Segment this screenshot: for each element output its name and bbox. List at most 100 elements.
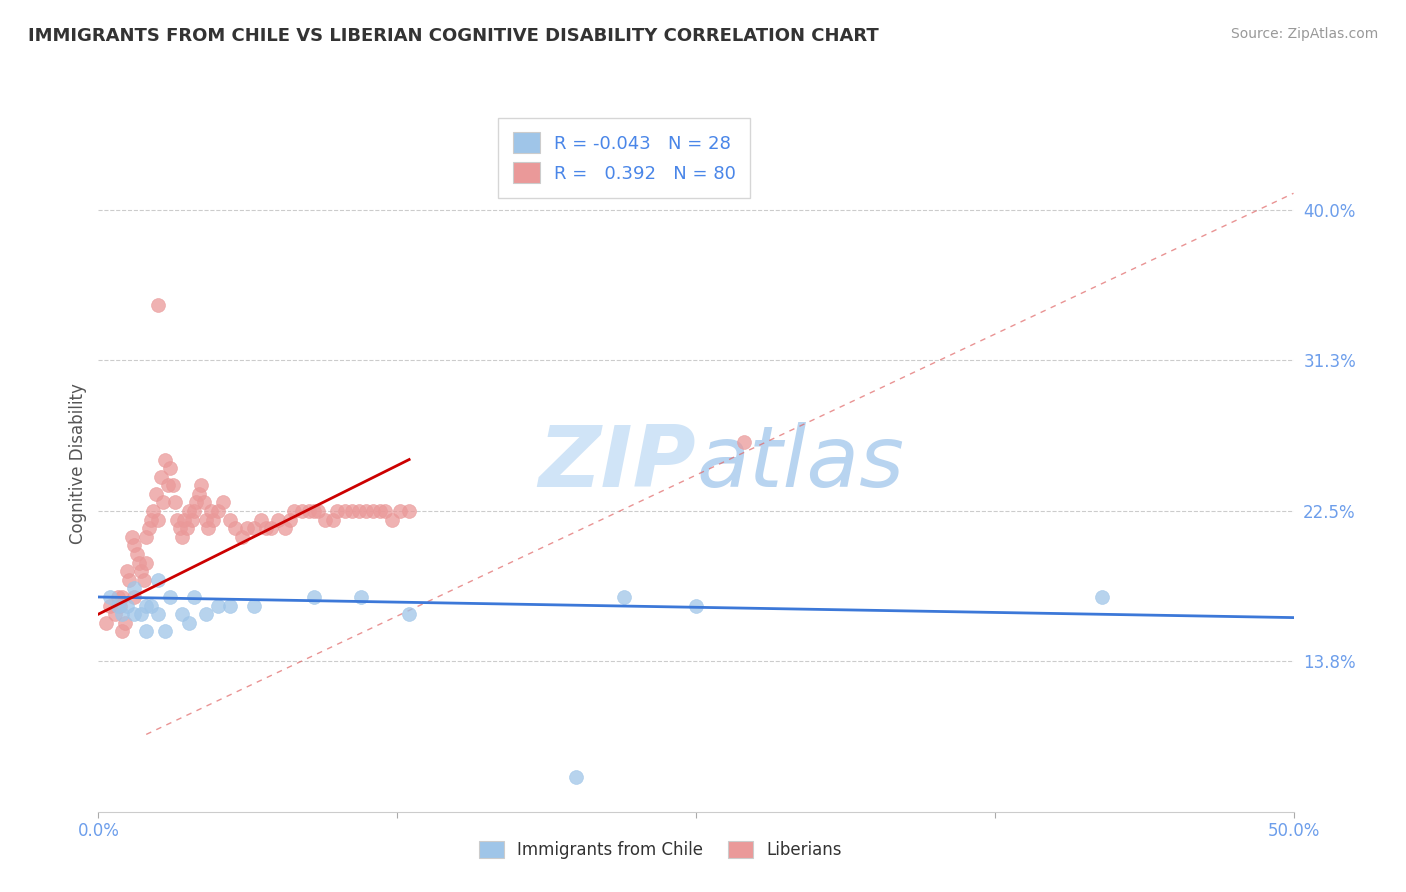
Point: [124, 582, 146, 596]
Point: [307, 504, 329, 518]
Point: [125, 547, 148, 561]
Point: [108, 599, 131, 613]
Point: [118, 573, 141, 587]
Text: ZIP: ZIP: [538, 422, 696, 506]
Point: [149, 469, 172, 483]
Point: [274, 521, 297, 535]
Point: [207, 504, 229, 518]
Text: atlas: atlas: [696, 422, 904, 506]
Point: [326, 504, 349, 518]
Point: [302, 590, 325, 604]
Point: [152, 495, 174, 509]
Point: [135, 624, 157, 639]
Point: [333, 504, 356, 518]
Point: [172, 530, 194, 544]
Point: [159, 461, 181, 475]
Point: [98, 599, 122, 613]
Point: [180, 513, 202, 527]
Point: [124, 590, 146, 604]
Point: [298, 504, 321, 518]
Point: [135, 556, 157, 570]
Text: IMMIGRANTS FROM CHILE VS LIBERIAN COGNITIVE DISABILITY CORRELATION CHART: IMMIGRANTS FROM CHILE VS LIBERIAN COGNIT…: [28, 27, 879, 45]
Point: [107, 599, 129, 613]
Point: [139, 599, 162, 613]
Point: [347, 504, 370, 518]
Point: [219, 599, 242, 613]
Point: [187, 487, 209, 501]
Y-axis label: Cognitive Disability: Cognitive Disability: [69, 384, 87, 544]
Point: [381, 513, 404, 527]
Point: [1091, 590, 1114, 604]
Point: [145, 487, 167, 501]
Point: [121, 530, 143, 544]
Point: [235, 521, 257, 535]
Point: [148, 573, 170, 587]
Point: [291, 504, 314, 518]
Point: [138, 521, 160, 535]
Point: [243, 521, 266, 535]
Point: [565, 770, 588, 784]
Point: [243, 599, 266, 613]
Point: [115, 599, 138, 613]
Point: [340, 504, 363, 518]
Point: [315, 513, 337, 527]
Point: [398, 504, 420, 518]
Point: [131, 564, 153, 578]
Point: [172, 607, 194, 622]
Point: [194, 607, 218, 622]
Point: [98, 590, 122, 604]
Point: [104, 607, 127, 622]
Point: [370, 504, 392, 518]
Point: [398, 607, 420, 622]
Point: [124, 607, 146, 622]
Point: [278, 513, 301, 527]
Point: [111, 607, 134, 622]
Point: [685, 599, 707, 613]
Point: [179, 504, 201, 518]
Point: [135, 599, 157, 613]
Point: [94, 615, 117, 630]
Point: [148, 298, 170, 312]
Point: [148, 513, 170, 527]
Point: [207, 599, 229, 613]
Point: [186, 495, 208, 509]
Point: [733, 435, 755, 450]
Point: [166, 513, 188, 527]
Point: [183, 590, 205, 604]
Point: [111, 590, 134, 604]
Point: [163, 495, 186, 509]
Point: [132, 573, 155, 587]
Point: [267, 513, 290, 527]
Point: [613, 590, 636, 604]
Point: [259, 521, 281, 535]
Point: [200, 504, 222, 518]
Text: Source: ZipAtlas.com: Source: ZipAtlas.com: [1230, 27, 1378, 41]
Point: [197, 521, 219, 535]
Point: [354, 504, 377, 518]
Point: [224, 521, 246, 535]
Point: [374, 504, 396, 518]
Point: [193, 495, 215, 509]
Point: [156, 478, 179, 492]
Point: [107, 590, 129, 604]
Point: [114, 615, 136, 630]
Point: [350, 590, 373, 604]
Point: [128, 556, 150, 570]
Point: [155, 624, 177, 639]
Point: [322, 513, 344, 527]
Point: [202, 513, 225, 527]
Point: [173, 513, 195, 527]
Point: [283, 504, 305, 518]
Point: [363, 504, 385, 518]
Point: [115, 564, 138, 578]
Point: [388, 504, 411, 518]
Legend: Immigrants from Chile, Liberians: Immigrants from Chile, Liberians: [472, 835, 848, 866]
Point: [124, 538, 146, 552]
Point: [231, 530, 253, 544]
Point: [139, 513, 162, 527]
Point: [254, 521, 277, 535]
Point: [190, 478, 212, 492]
Point: [159, 590, 181, 604]
Point: [142, 504, 165, 518]
Point: [162, 478, 184, 492]
